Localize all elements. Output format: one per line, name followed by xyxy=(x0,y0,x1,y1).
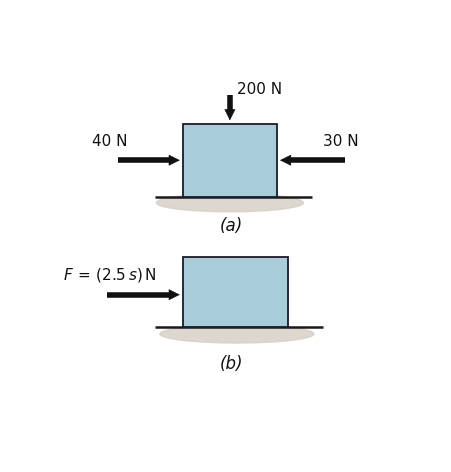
Text: 40 N: 40 N xyxy=(91,135,127,149)
Ellipse shape xyxy=(156,194,303,212)
Text: (b): (b) xyxy=(220,355,243,373)
Bar xyxy=(182,124,276,196)
Ellipse shape xyxy=(160,325,313,343)
Text: 200 N: 200 N xyxy=(236,82,281,97)
Bar xyxy=(182,257,287,328)
Text: (a): (a) xyxy=(220,217,243,235)
Text: 30 N: 30 N xyxy=(322,135,358,149)
Text: $F$$\,=\,(2.5\,s)\,$N: $F$$\,=\,(2.5\,s)\,$N xyxy=(63,266,156,284)
